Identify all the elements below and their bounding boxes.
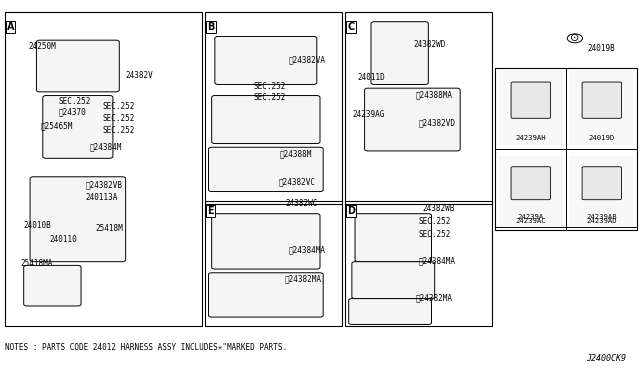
FancyBboxPatch shape: [349, 299, 431, 324]
Text: E: E: [207, 206, 214, 216]
Text: ․24382MA: ․24382MA: [415, 294, 452, 302]
FancyBboxPatch shape: [582, 82, 621, 118]
Text: ․24370: ․24370: [59, 108, 86, 117]
Text: ․24388M: ․24388M: [279, 150, 312, 158]
FancyBboxPatch shape: [365, 88, 460, 151]
FancyBboxPatch shape: [511, 82, 550, 118]
Text: A: A: [6, 22, 14, 32]
Text: SEC.252: SEC.252: [59, 97, 91, 106]
FancyBboxPatch shape: [212, 214, 320, 269]
Text: SEC.252: SEC.252: [253, 93, 285, 102]
Text: 24239A: 24239A: [518, 214, 544, 220]
Bar: [499, 70, 563, 145]
Text: 240110: 240110: [50, 235, 77, 244]
Text: ․24382MA: ․24382MA: [285, 275, 322, 283]
Bar: [499, 157, 563, 225]
Bar: [205, 201, 342, 326]
Bar: [570, 70, 634, 145]
Text: 24019D: 24019D: [589, 135, 615, 141]
FancyBboxPatch shape: [582, 168, 621, 202]
Text: SEC.252: SEC.252: [102, 113, 134, 122]
Text: C: C: [348, 22, 355, 32]
Text: ․24384M: ․24384M: [90, 143, 122, 152]
Bar: [346, 201, 492, 326]
Text: ․24382VC: ․24382VC: [278, 177, 316, 186]
Text: NOTES : PARTS CODE 24012 HARNESS ASSY INCLUDES✳"MARKED PARTS.: NOTES : PARTS CODE 24012 HARNESS ASSY IN…: [4, 343, 287, 352]
Text: 25418M: 25418M: [96, 224, 124, 233]
Text: 24382V: 24382V: [125, 71, 154, 80]
Text: 24010B: 24010B: [23, 221, 51, 230]
Bar: [346, 13, 492, 205]
Text: J2400CK9: J2400CK9: [586, 354, 626, 363]
Text: 24239AD: 24239AD: [586, 218, 617, 224]
FancyBboxPatch shape: [209, 147, 323, 192]
Text: 24250M: 24250M: [28, 42, 56, 51]
FancyBboxPatch shape: [371, 22, 428, 84]
Text: 24382WC: 24382WC: [285, 199, 317, 208]
Text: 24011D: 24011D: [357, 73, 385, 81]
FancyBboxPatch shape: [215, 36, 317, 84]
Text: ․25465M: ․25465M: [41, 121, 73, 130]
Text: 25418MA: 25418MA: [20, 259, 53, 268]
Text: 24239AG: 24239AG: [353, 109, 385, 119]
FancyBboxPatch shape: [24, 265, 81, 306]
Text: SEC.252: SEC.252: [419, 230, 451, 239]
FancyBboxPatch shape: [36, 40, 119, 92]
FancyBboxPatch shape: [43, 96, 113, 158]
Text: ⊙: ⊙: [570, 33, 580, 43]
Text: SEC.252: SEC.252: [419, 217, 451, 225]
Text: 24019B: 24019B: [588, 44, 616, 53]
Bar: [570, 157, 634, 225]
FancyBboxPatch shape: [352, 262, 435, 299]
Bar: [570, 157, 634, 228]
Text: B: B: [207, 22, 214, 32]
FancyBboxPatch shape: [209, 273, 323, 317]
Text: ․24384MA: ․24384MA: [419, 256, 456, 266]
Text: ․24382VB: ․24382VB: [86, 181, 122, 190]
Text: SEC.252: SEC.252: [253, 82, 285, 91]
Text: 24239AH: 24239AH: [515, 135, 546, 141]
FancyBboxPatch shape: [355, 214, 431, 262]
FancyBboxPatch shape: [511, 168, 550, 202]
Text: 24239AC: 24239AC: [515, 218, 546, 224]
Text: SEC.252: SEC.252: [102, 126, 134, 135]
Bar: [205, 13, 342, 205]
FancyBboxPatch shape: [212, 96, 320, 144]
Text: 24382WB: 24382WB: [422, 204, 454, 214]
FancyBboxPatch shape: [582, 167, 621, 200]
Text: ․24382VD: ․24382VD: [419, 118, 456, 127]
Text: ․24382VA: ․24382VA: [288, 55, 325, 64]
Bar: [495, 68, 637, 230]
Text: 24382WD: 24382WD: [413, 41, 446, 49]
Bar: [499, 157, 563, 228]
Text: D: D: [348, 206, 355, 216]
Text: ․24388MA: ․24388MA: [415, 90, 452, 99]
Text: 24239AB: 24239AB: [586, 214, 617, 220]
Text: 240113A: 240113A: [86, 193, 118, 202]
Text: SEC.252: SEC.252: [102, 102, 134, 111]
Text: ․24384MA: ․24384MA: [288, 245, 325, 254]
FancyBboxPatch shape: [511, 167, 550, 200]
Bar: [4, 13, 202, 326]
FancyBboxPatch shape: [30, 177, 125, 262]
